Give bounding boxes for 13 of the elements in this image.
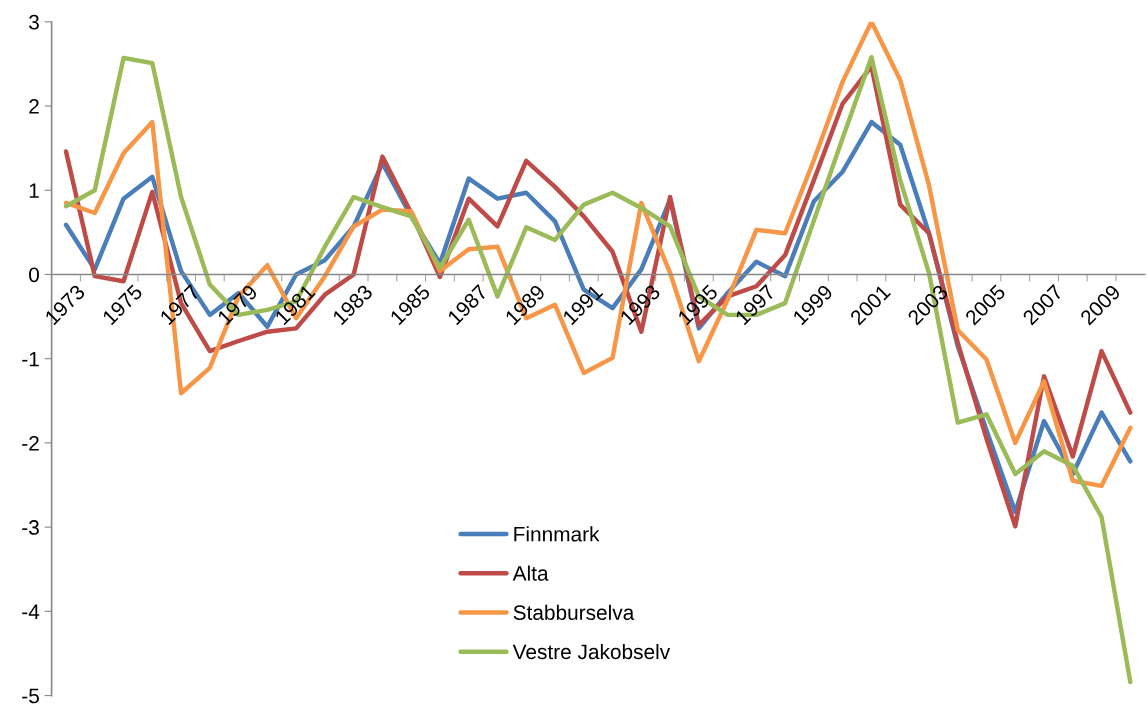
- legend-label: Alta: [512, 565, 549, 581]
- y-tick-label: -5: [22, 688, 39, 704]
- y-tick-label: 1: [29, 183, 39, 198]
- y-tick-label: -4: [22, 604, 40, 619]
- y-tick-label: -1: [22, 351, 39, 367]
- y-tick-label: 2: [29, 99, 39, 114]
- y-tick-label: 3: [29, 14, 39, 30]
- y-tick-label: -3: [22, 520, 39, 535]
- legend-label: Vestre Jakobselv: [512, 643, 671, 660]
- legend-label: Finnmark: [514, 526, 600, 542]
- y-tick-label: 0: [29, 267, 39, 283]
- y-tick-label: -2: [22, 435, 39, 451]
- legend-label: Stabburselva: [513, 604, 635, 620]
